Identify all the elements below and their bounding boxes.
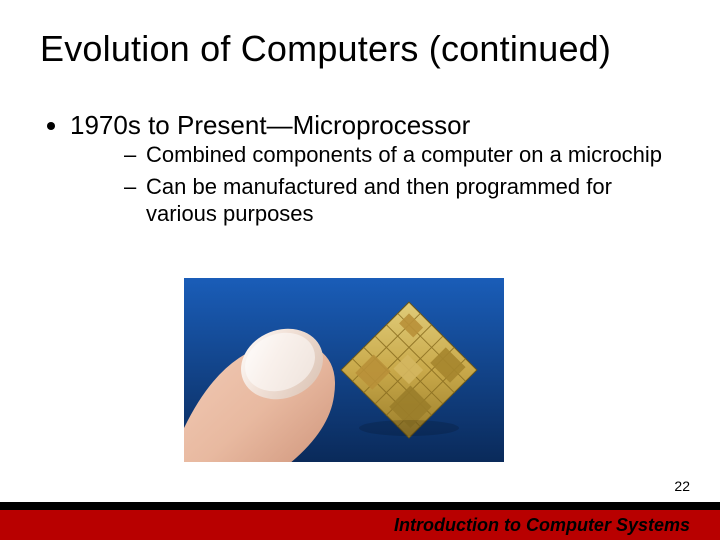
footer-title: Introduction to Computer Systems: [394, 515, 690, 536]
bullet-list-l1: 1970s to Present—Microprocessor Combined…: [46, 110, 670, 228]
bullet-list-l2: Combined components of a computer on a m…: [124, 141, 670, 228]
footer-bar: Introduction to Computer Systems: [0, 510, 720, 540]
bullet-l1: 1970s to Present—Microprocessor Combined…: [70, 110, 670, 228]
footer: Introduction to Computer Systems: [0, 502, 720, 540]
microchip-photo-icon: [184, 278, 504, 462]
bullet-l2: Can be manufactured and then programmed …: [124, 173, 670, 228]
bullet-l2: Combined components of a computer on a m…: [124, 141, 670, 169]
page-number: 22: [674, 478, 690, 494]
image-microchip-on-fingertip: [184, 278, 504, 462]
content-area: 1970s to Present—Microprocessor Combined…: [46, 110, 670, 234]
slide: Evolution of Computers (continued) 1970s…: [0, 0, 720, 540]
bullet-l1-text: 1970s to Present—Microprocessor: [70, 110, 470, 140]
slide-title: Evolution of Computers (continued): [40, 28, 690, 70]
footer-divider: [0, 502, 720, 510]
